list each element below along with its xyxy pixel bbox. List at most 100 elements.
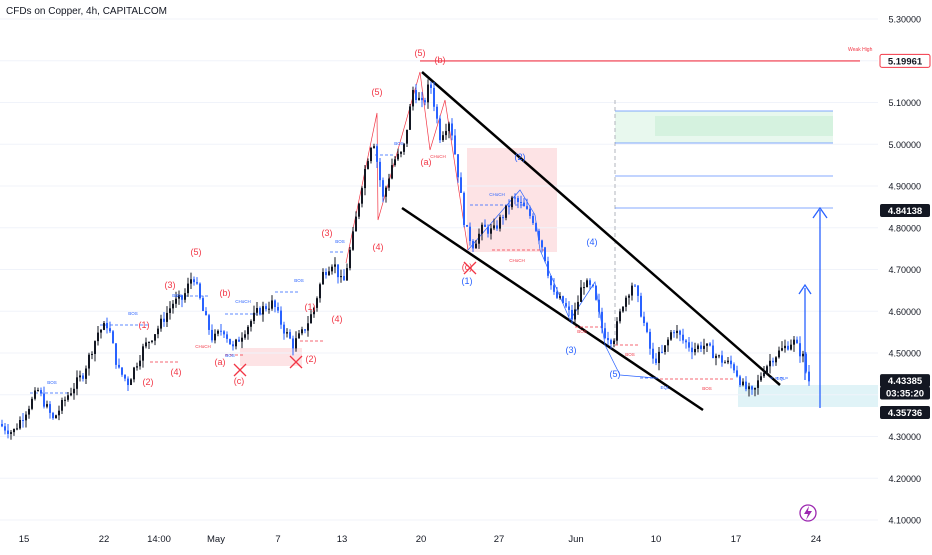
candle-body — [406, 129, 408, 144]
candle-body — [622, 306, 624, 312]
candle-body — [1, 423, 3, 427]
candle-body — [22, 420, 24, 422]
candle-body — [277, 307, 279, 311]
candle-body — [676, 330, 678, 333]
candle-body — [646, 322, 648, 332]
candle-body — [607, 338, 609, 341]
x-tick-label: 14:00 — [147, 534, 171, 545]
candle-body — [388, 178, 390, 188]
lightning-icon — [804, 506, 812, 520]
candle-body — [667, 339, 669, 346]
wave-label-red: (3) — [165, 280, 176, 290]
y-axis[interactable]: 5.300005.200005.100005.000004.900004.800… — [879, 15, 931, 526]
wave-label-red: (4) — [373, 242, 384, 252]
candle-body — [352, 231, 354, 250]
candle-body — [742, 381, 744, 386]
y-tick-label: 5.30000 — [888, 15, 921, 25]
candle-body — [190, 279, 192, 284]
candle-body — [751, 386, 753, 390]
candle-body — [553, 285, 555, 292]
candle-body — [628, 295, 630, 298]
candle-body — [193, 279, 195, 283]
candle-body — [505, 205, 507, 218]
structure-label: BOS — [225, 353, 235, 358]
candle-body — [457, 154, 459, 178]
candle-body — [436, 106, 438, 119]
candle-body — [316, 298, 318, 308]
wave-label-blue: (2) — [515, 152, 526, 162]
candle-body — [346, 268, 348, 281]
candle-body — [331, 266, 333, 272]
candle-body — [91, 353, 93, 355]
candle-body — [493, 225, 495, 229]
candle-body — [526, 206, 528, 209]
price-tag-text: 4.35736 — [888, 408, 922, 419]
x-axis[interactable]: 15 22 14:00 May 7 13 20 27 Jun 10 17 24 — [19, 534, 822, 545]
structure-label: CHoCH — [235, 299, 251, 304]
x-tick-label: 17 — [731, 534, 742, 545]
candle-body — [697, 345, 699, 349]
candle-body — [49, 404, 51, 413]
candle-body — [319, 284, 321, 299]
candle-body — [145, 342, 147, 347]
candle-body — [409, 106, 411, 130]
candle-body — [625, 297, 627, 307]
candle-body — [487, 226, 489, 234]
candle-body — [283, 324, 285, 334]
candle-body — [724, 362, 726, 364]
candle-body — [166, 312, 168, 322]
x-tick-label: 10 — [651, 534, 662, 545]
candle-body — [583, 287, 585, 289]
candle-body — [514, 197, 516, 199]
wave-label-blue: (4) — [587, 237, 598, 247]
annotation-layer: Weak High (2) (4) (3) (5) (a) (b) (c) (1) (1) (2) (… — [47, 47, 872, 391]
candle-body — [310, 314, 312, 324]
x-tick-label: 15 — [19, 534, 30, 545]
candle-body — [253, 312, 255, 322]
wave-label-red: (b) — [220, 288, 231, 298]
candle-body — [502, 217, 504, 219]
candle-body — [775, 357, 777, 363]
candle-body — [208, 315, 210, 330]
candle-body — [25, 414, 27, 421]
candle-body — [721, 355, 723, 363]
candle-body — [334, 264, 336, 267]
candle-body — [211, 329, 213, 341]
candle-body — [373, 146, 375, 148]
candle-body — [538, 230, 540, 241]
candle-body — [754, 387, 756, 390]
structure-label: BOS — [47, 380, 57, 385]
candle-body — [565, 303, 567, 307]
wave-label-red: (5) — [415, 48, 426, 58]
y-tick-label: 4.50000 — [888, 349, 921, 359]
y-tick-label: 5.00000 — [888, 140, 921, 150]
candle-body — [490, 228, 492, 234]
candle-body — [298, 333, 300, 339]
candle-body — [79, 375, 81, 378]
candle-body — [484, 224, 486, 227]
candle-body — [772, 360, 774, 363]
candle-body — [403, 143, 405, 152]
x-tick-label: 27 — [494, 534, 505, 545]
candle-body — [97, 332, 99, 342]
candle-body — [520, 202, 522, 204]
candle-body — [55, 415, 57, 419]
candle-body — [391, 165, 393, 179]
wave-label-red: (1) — [305, 302, 316, 312]
candle-body — [313, 307, 315, 315]
candle-body — [709, 343, 711, 346]
candle-body — [322, 271, 324, 285]
candle-body — [541, 240, 543, 248]
candle-body — [412, 90, 414, 107]
wave-label-red: (4) — [171, 367, 182, 377]
chart-title: CFDs on Copper, 4h, CAPITALCOM — [6, 6, 167, 17]
candle-body — [232, 344, 234, 347]
candle-body — [619, 311, 621, 322]
structure-label: BOS — [625, 352, 635, 357]
candle-body — [586, 280, 588, 288]
candle-body — [238, 339, 240, 342]
candle-body — [229, 338, 231, 345]
candle-body — [46, 404, 48, 407]
candle-body — [688, 342, 690, 348]
